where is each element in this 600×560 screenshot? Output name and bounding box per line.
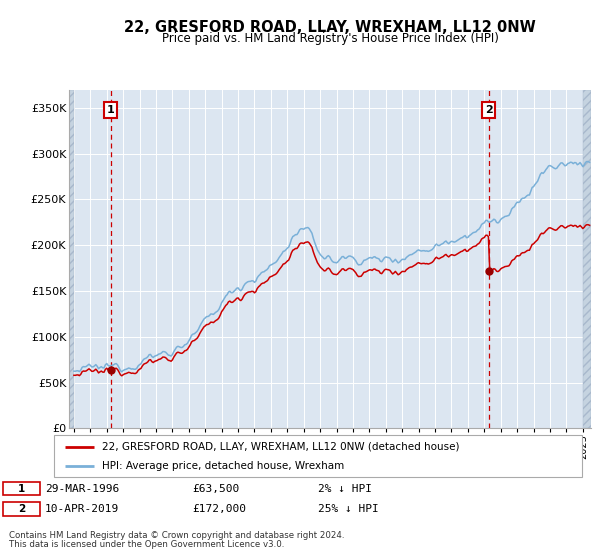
Text: 29-MAR-1996: 29-MAR-1996 [45,483,119,493]
Text: Price paid vs. HM Land Registry's House Price Index (HPI): Price paid vs. HM Land Registry's House … [161,32,499,45]
Text: 10-APR-2019: 10-APR-2019 [45,504,119,514]
Text: £63,500: £63,500 [192,483,239,493]
Text: HPI: Average price, detached house, Wrexham: HPI: Average price, detached house, Wrex… [101,461,344,471]
Text: 1: 1 [18,483,25,493]
Text: 1: 1 [107,105,115,115]
Text: £172,000: £172,000 [192,504,246,514]
Text: 2% ↓ HPI: 2% ↓ HPI [318,483,372,493]
Bar [583,90,591,428]
Text: 22, GRESFORD ROAD, LLAY, WREXHAM, LL12 0NW: 22, GRESFORD ROAD, LLAY, WREXHAM, LL12 0… [124,20,536,35]
FancyBboxPatch shape [3,482,40,496]
Text: Contains HM Land Registry data © Crown copyright and database right 2024.: Contains HM Land Registry data © Crown c… [9,531,344,540]
Text: 22, GRESFORD ROAD, LLAY, WREXHAM, LL12 0NW (detached house): 22, GRESFORD ROAD, LLAY, WREXHAM, LL12 0… [101,442,459,452]
FancyBboxPatch shape [3,502,40,516]
Text: 25% ↓ HPI: 25% ↓ HPI [318,504,379,514]
Text: 2: 2 [18,504,25,514]
Bar [69,90,74,428]
FancyBboxPatch shape [54,435,582,477]
Text: 2: 2 [485,105,493,115]
Text: This data is licensed under the Open Government Licence v3.0.: This data is licensed under the Open Gov… [9,540,284,549]
